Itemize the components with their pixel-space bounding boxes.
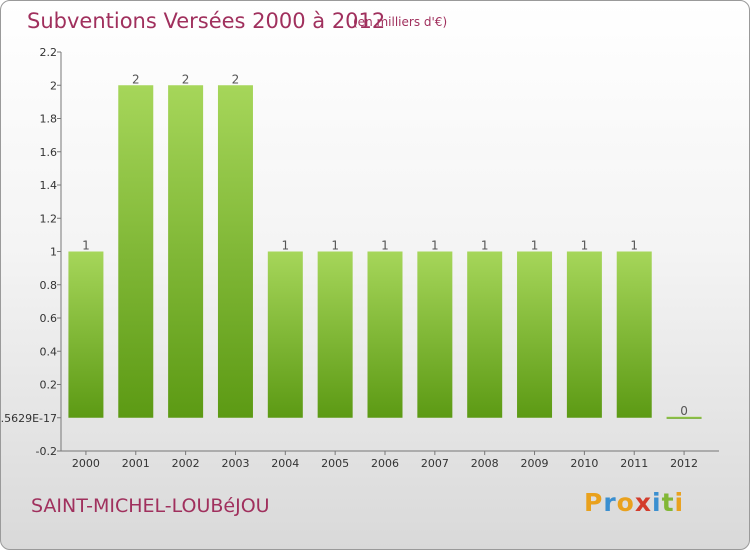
bar-value-label: 2 xyxy=(182,72,190,86)
logo-letter: i xyxy=(674,488,685,517)
y-tick-label: 0.4 xyxy=(40,345,58,358)
logo-letter: i xyxy=(652,488,662,517)
bar xyxy=(267,251,303,418)
bar-value-label: 0 xyxy=(680,404,688,418)
bar-value-label: 2 xyxy=(232,72,240,86)
x-tick-label: 2010 xyxy=(570,457,598,470)
x-tick-label: 2001 xyxy=(122,457,150,470)
bar xyxy=(517,251,553,418)
y-tick-label: 1.4 xyxy=(40,179,58,192)
x-tick-label: 2009 xyxy=(521,457,549,470)
x-tick-label: 2000 xyxy=(72,457,100,470)
bar xyxy=(217,85,253,418)
y-tick-label: 1.2 xyxy=(40,212,58,225)
y-tick-label: 1.6 xyxy=(40,146,58,159)
x-tick-label: 2007 xyxy=(421,457,449,470)
bar-value-label: 2 xyxy=(132,72,140,86)
logo-letter: P xyxy=(584,488,604,517)
y-tick-label: 0.8 xyxy=(40,279,58,292)
bar-value-label: 1 xyxy=(481,239,489,253)
x-tick-label: 2004 xyxy=(271,457,299,470)
bar-value-label: 1 xyxy=(581,239,589,253)
chart-title: Subventions Versées 2000 à 2012 xyxy=(27,9,386,33)
x-tick-label: 2011 xyxy=(620,457,648,470)
x-tick-label: 2005 xyxy=(321,457,349,470)
y-tick-label: 2.2 xyxy=(40,46,58,59)
y-tick-label: 1 xyxy=(50,246,57,259)
bar xyxy=(317,251,353,418)
bar-value-label: 1 xyxy=(630,239,638,253)
logo-letter: o xyxy=(616,488,635,517)
bar-layer: 1 2 2 2 1 1 1 1 1 1 1 1 0 xyxy=(68,72,702,419)
bar-value-label: 1 xyxy=(281,239,289,253)
bar xyxy=(68,251,104,418)
bar xyxy=(467,251,503,418)
bar xyxy=(168,85,204,418)
bar xyxy=(417,251,453,418)
logo-letter: r xyxy=(603,488,617,517)
y-tick-label: 2 xyxy=(50,79,57,92)
bar-value-label: 1 xyxy=(331,239,339,253)
x-tick-label: 2006 xyxy=(371,457,399,470)
logo-letter: x xyxy=(634,488,652,517)
bar xyxy=(666,416,702,419)
x-tick-label: 2003 xyxy=(221,457,249,470)
y-tick-label: 0.6 xyxy=(40,312,58,325)
bar xyxy=(367,251,403,418)
bar xyxy=(566,251,602,418)
bar xyxy=(616,251,652,418)
x-tick-label: 2012 xyxy=(670,457,698,470)
commune-name: SAINT-MICHEL-LOUBéJOU xyxy=(31,495,270,517)
y-tick-label: -0.2 xyxy=(36,445,57,458)
y-tick-label: 1.8 xyxy=(40,113,58,126)
x-tick-label: 2008 xyxy=(471,457,499,470)
y-tick-label: -1.5629E-17 xyxy=(1,412,57,425)
bar-value-label: 1 xyxy=(431,239,439,253)
proxiti-logo: Proxiti xyxy=(584,488,684,517)
bar xyxy=(118,85,154,418)
bar-value-label: 1 xyxy=(381,239,389,253)
axis-layer: -0.2 -1.5629E-17 0.2 0.4 0.6 0.8 1 1.2 1.4 1.6 1.8… xyxy=(1,46,719,470)
bar-value-label: 1 xyxy=(82,239,90,253)
chart-unit: (en milliers d'€) xyxy=(353,15,448,29)
logo-letter: t xyxy=(661,488,675,517)
x-tick-label: 2002 xyxy=(172,457,200,470)
bar-value-label: 1 xyxy=(531,239,539,253)
y-tick-label: 0.2 xyxy=(40,379,58,392)
